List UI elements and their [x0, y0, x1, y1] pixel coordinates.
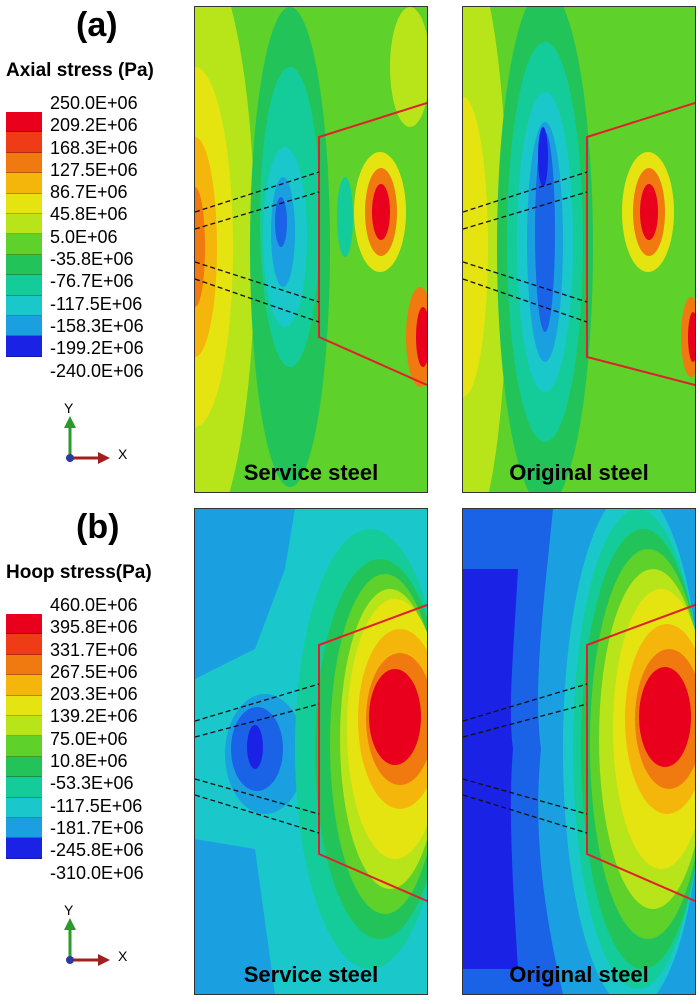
panel-b: (b) Hoop stress(Pa) 460.0E+06 395.8E+06 …	[0, 502, 700, 1004]
axis-y-label: Y	[64, 902, 74, 918]
caption-service-steel: Service steel	[243, 460, 379, 485]
legend-title: Hoop stress(Pa)	[6, 562, 152, 583]
legend-swatch	[6, 254, 42, 276]
legend-swatch	[6, 817, 42, 839]
legend-value: -117.5E+06	[50, 293, 143, 314]
legend-value: 460.0E+06	[50, 595, 138, 615]
axis-triad-icon	[64, 416, 110, 464]
coordinate-axes: Y X	[56, 400, 136, 470]
legend-swatch	[6, 275, 42, 296]
legend-swatch	[6, 193, 42, 214]
legend-value: 395.8E+06	[50, 617, 138, 638]
legend-value: 267.5E+06	[50, 661, 138, 682]
legend-swatch	[6, 213, 42, 235]
legend-swatch	[6, 736, 42, 757]
legend-swatch	[6, 614, 42, 635]
legend-value: -310.0E+06	[50, 862, 144, 883]
legend-swatch	[6, 756, 42, 778]
legend-swatch	[6, 654, 42, 676]
legend-swatch	[6, 234, 42, 255]
legend-swatch	[6, 797, 42, 818]
legend-value: -181.7E+06	[50, 817, 144, 838]
legend-value: -76.7E+06	[50, 271, 134, 292]
color-legend-bar	[6, 614, 42, 859]
legend-swatch	[6, 112, 42, 133]
legend-value: -53.3E+06	[50, 773, 134, 794]
panel-label: (b)	[76, 508, 120, 546]
legend-swatch	[6, 173, 42, 194]
axial-stress-contour-service	[195, 7, 427, 492]
contour-original-steel-axial: Original steel	[462, 6, 696, 493]
legend-value: 209.2E+06	[50, 115, 138, 136]
legend-labels: 460.0E+06 395.8E+06 331.7E+06 267.5E+06 …	[50, 594, 190, 884]
legend-swatch	[6, 695, 42, 716]
axis-triad-icon	[64, 918, 110, 966]
legend-value: 168.3E+06	[50, 137, 138, 158]
axial-stress-contour-original	[463, 7, 695, 492]
legend-swatch	[6, 838, 42, 859]
legend-value: 331.7E+06	[50, 639, 138, 660]
caption-service-steel: Service steel	[243, 962, 379, 987]
legend-swatch	[6, 152, 42, 174]
hoop-stress-contour-original	[463, 509, 695, 994]
legend-swatch	[6, 315, 42, 337]
legend-value: 127.5E+06	[50, 159, 138, 180]
legend-value: -35.8E+06	[50, 249, 134, 270]
legend-labels: 250.0E+06 209.2E+06 168.3E+06 127.5E+06 …	[50, 92, 190, 382]
legend-value: 139.2E+06	[50, 706, 138, 727]
legend-swatch	[6, 336, 42, 357]
legend-title: Axial stress (Pa)	[6, 60, 154, 81]
axis-x-label: X	[118, 948, 128, 964]
legend-value: -240.0E+06	[50, 360, 144, 381]
axis-x-label: X	[118, 446, 128, 462]
legend-value: -245.8E+06	[50, 840, 144, 861]
hoop-stress-contour-service	[195, 509, 427, 994]
contour-original-steel-hoop: Original steel	[462, 508, 696, 995]
axis-y-label: Y	[64, 400, 74, 416]
legend-swatch	[6, 777, 42, 798]
panel-label: (a)	[76, 6, 118, 44]
legend-value: 45.8E+06	[50, 204, 128, 225]
legend-value: 86.7E+06	[50, 182, 128, 203]
legend-swatch	[6, 715, 42, 737]
legend-swatch	[6, 132, 42, 153]
legend-value: -158.3E+06	[50, 315, 144, 336]
legend-value: 203.3E+06	[50, 684, 138, 705]
panel-a: (a) Axial stress (Pa) 250.0E+06 209.2E+0…	[6, 6, 696, 493]
coordinate-axes: Y X	[56, 902, 136, 972]
caption-original-steel: Original steel	[509, 962, 649, 987]
legend-swatch	[6, 675, 42, 696]
legend-value: 75.0E+06	[50, 728, 128, 749]
legend-value: -117.5E+06	[50, 795, 143, 816]
legend-value: 10.8E+06	[50, 751, 128, 772]
contour-service-steel-axial: Service steel	[194, 6, 428, 493]
color-legend-bar	[6, 112, 42, 357]
contour-service-steel-hoop: Service steel	[194, 508, 428, 995]
legend-swatch	[6, 634, 42, 655]
legend-value: 250.0E+06	[50, 93, 138, 113]
legend-swatch	[6, 295, 42, 316]
legend-value: -199.2E+06	[50, 338, 144, 359]
legend-value: 5.0E+06	[50, 226, 118, 247]
caption-original-steel: Original steel	[509, 460, 649, 485]
